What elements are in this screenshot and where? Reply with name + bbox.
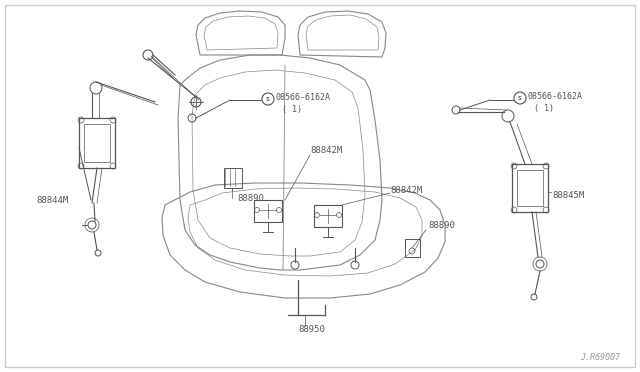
Bar [224, 168, 242, 188]
Text: 88845M: 88845M [552, 190, 584, 199]
Bar [84, 124, 110, 162]
Text: 88890: 88890 [428, 221, 455, 230]
Text: 08566-6162A: 08566-6162A [276, 93, 331, 102]
Bar [405, 239, 420, 257]
Bar [79, 118, 115, 168]
Text: 88950: 88950 [298, 326, 325, 334]
Text: 88890: 88890 [237, 193, 264, 202]
Circle shape [262, 93, 274, 105]
Text: 88844M: 88844M [36, 196, 68, 205]
Text: S: S [266, 96, 270, 102]
Text: 08566-6162A: 08566-6162A [528, 92, 583, 100]
Bar [512, 164, 548, 212]
Text: S: S [518, 96, 522, 100]
Text: J.R69007: J.R69007 [580, 353, 620, 362]
Bar [314, 205, 342, 227]
Text: ( 1): ( 1) [534, 103, 554, 112]
Bar [517, 170, 543, 206]
Bar [254, 200, 282, 222]
Circle shape [514, 92, 526, 104]
Text: 88842M: 88842M [390, 186, 422, 195]
Text: ( 1): ( 1) [282, 105, 302, 113]
Text: 88842M: 88842M [310, 145, 342, 154]
